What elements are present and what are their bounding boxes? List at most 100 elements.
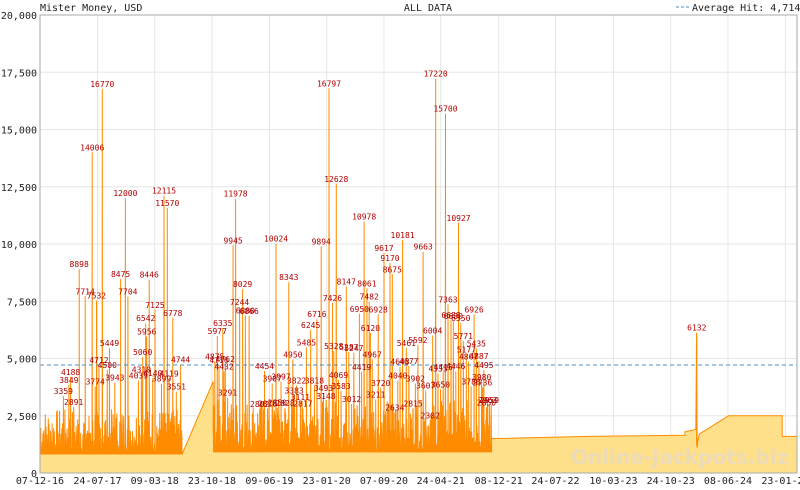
peak-value-label: 2828	[275, 399, 294, 408]
y-tick-label: 12,500	[1, 183, 37, 194]
x-tick-label: 07-12-16	[16, 476, 64, 487]
peak-value-label: 3291	[218, 389, 237, 398]
peak-value-label: 4415	[434, 363, 453, 372]
peak-value-label: 4419	[352, 363, 371, 372]
peak-value-label: 7704	[118, 288, 137, 297]
x-tick-label: 24-07-17	[73, 476, 121, 487]
x-tick-label: 24-07-22	[531, 476, 579, 487]
peak-value-label: 3980	[472, 373, 491, 382]
peak-value-label: 2850	[477, 399, 496, 408]
peak-value-label: 4335	[428, 365, 447, 374]
peak-value-label: 3736	[473, 378, 492, 387]
x-axis-ticks: 07-12-16 24-07-17 09-03-18 23-10-18 09-06-19…	[16, 476, 800, 487]
peak-value-label: 4446	[446, 362, 465, 371]
peak-value-label: 3493	[314, 384, 333, 393]
peak-value-label: 4140	[143, 369, 162, 378]
peak-value-label: 4495	[474, 361, 493, 370]
peak-value-label: 5287	[339, 343, 358, 352]
peak-value-label: 2817	[293, 399, 312, 408]
plot-frame	[39, 14, 798, 474]
peak-value-label: 10927	[447, 214, 471, 223]
peak-value-label: 16797	[317, 79, 341, 88]
peak-value-label: 6928	[369, 305, 388, 314]
peak-value-label: 5435	[467, 340, 486, 349]
x-tick-label: 23-01-20	[303, 476, 351, 487]
peak-value-label: 12628	[324, 175, 348, 184]
peak-value-label: 10024	[264, 234, 288, 243]
peak-value-label: 11570	[155, 199, 179, 208]
peak-value-label: 4500	[98, 361, 117, 370]
peak-value-label: 15700	[433, 104, 457, 113]
peak-value-label: 6550	[451, 314, 470, 323]
peak-value-label: 3583	[331, 382, 350, 391]
peak-value-label: 4887	[469, 352, 488, 361]
x-tick-label: 10-03-23	[589, 476, 637, 487]
peak-value-label: 4762	[216, 355, 235, 364]
peak-value-label: 4716	[209, 356, 228, 365]
peak-value-label: 10181	[391, 231, 415, 240]
peak-value-label: 8147	[337, 277, 356, 286]
peak-value-label: 4188	[61, 368, 80, 377]
x-tick-label: 24-04-21	[417, 476, 465, 487]
peak-value-label: 2802	[250, 400, 269, 409]
peak-value-label: 9894	[312, 237, 331, 246]
peak-value-label: 6004	[423, 327, 442, 336]
peak-value-label: 6950	[350, 305, 369, 314]
peak-value-label: 12000	[113, 189, 137, 198]
legend-average-label: Average Hit: 4,714	[692, 3, 800, 14]
peak-value-label: 3902	[406, 375, 425, 384]
peak-value-label: 5328	[324, 342, 343, 351]
peak-value-label: 3997	[271, 372, 290, 381]
peak-value-label: 6778	[163, 309, 182, 318]
x-tick-label: 09-03-18	[131, 476, 179, 487]
peak-value-label: 6688	[441, 311, 460, 320]
peak-value-label: 3012	[342, 395, 361, 404]
peak-value-label: 8675	[383, 265, 402, 274]
peak-value-label: 3907	[263, 375, 282, 384]
peak-value-label: 4950	[283, 351, 302, 360]
peak-value-label: 6880	[236, 306, 255, 315]
peak-value-label: 4069	[329, 371, 348, 380]
peak-value-label: 6926	[464, 305, 483, 314]
peak-value-label: 9945	[223, 236, 242, 245]
peak-value-label: 7363	[438, 295, 457, 304]
peak-value-label: 6335	[213, 319, 232, 328]
peak-value-label: 3148	[316, 392, 335, 401]
peak-value-label: 9170	[380, 254, 399, 263]
peak-value-label: 6542	[136, 314, 155, 323]
peak-value-label: 3822	[287, 376, 306, 385]
x-tick-label: 08-06-24	[704, 476, 752, 487]
peak-value-label: 3359	[54, 387, 73, 396]
peak-value-label: 2302	[421, 411, 440, 420]
peak-value-label: 2818	[258, 399, 277, 408]
peak-value-label: 4677	[399, 357, 418, 366]
peak-value-label: 4040	[388, 371, 407, 380]
peak-value-label: 8029	[233, 280, 252, 289]
peak-value-label: 4643	[390, 358, 409, 367]
peak-value-label: 6245	[301, 321, 320, 330]
y-axis-ticks: 0 2,500 5,000 7,500 10,000 12,500 15,000 17,500…	[1, 11, 37, 480]
peak-value-label: 3607	[416, 381, 435, 390]
peak-value-label: 7244	[230, 298, 249, 307]
peak-value-label: 4454	[255, 362, 274, 371]
peak-value-label: 5956	[137, 328, 156, 337]
peak-value-label: 16770	[90, 80, 114, 89]
peak-value-label: 10978	[352, 213, 376, 222]
peak-value-label: 3899	[152, 375, 171, 384]
peak-value-label: 5977	[208, 327, 227, 336]
y-tick-label: 5,000	[7, 355, 37, 366]
peak-value-label: 6716	[307, 310, 326, 319]
peak-value-label: 3720	[371, 379, 390, 388]
peak-value-label: 3849	[59, 376, 78, 385]
peak-value-label: 3111	[291, 393, 310, 402]
peak-value-label: 2891	[64, 398, 83, 407]
peak-value-label: 3383	[284, 387, 303, 396]
peak-value-label: 2963	[478, 396, 497, 405]
peak-value-label: 5485	[297, 338, 316, 347]
chart-title-center: ALL DATA	[404, 3, 452, 14]
x-tick-label: 23-01-25	[761, 476, 800, 487]
peak-value-label: 2815	[403, 400, 422, 409]
peak-value-label: 2959	[480, 396, 499, 405]
peak-value-label: 17220	[424, 70, 448, 79]
peak-value-label: 8475	[111, 270, 130, 279]
